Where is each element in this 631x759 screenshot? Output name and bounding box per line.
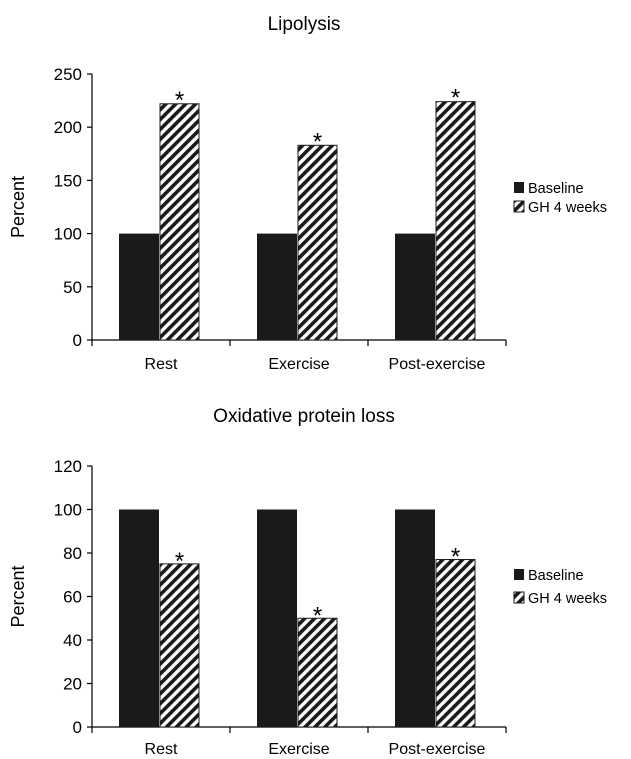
significance-star: * (313, 128, 322, 155)
legend-swatch-gh (513, 200, 525, 213)
legend-label-gh: GH 4 weeks (528, 200, 607, 216)
x-category-label: Exercise (268, 356, 329, 373)
bar-gh-post-exercise (435, 559, 476, 728)
y-tick-label: 150 (54, 171, 82, 190)
y-tick-label: 100 (54, 501, 82, 520)
legend-swatch-gh (513, 591, 525, 604)
bar-baseline-post-exercise (395, 509, 435, 727)
y-tick-label: 250 (54, 65, 82, 84)
significance-star: * (175, 548, 184, 575)
y-tick-label: 0 (73, 331, 82, 350)
legend-label-baseline: Baseline (528, 568, 584, 584)
legend-swatch-baseline (514, 569, 524, 580)
y-tick-label: 0 (73, 718, 82, 737)
legend: Baseline GH 4 weeks (513, 181, 607, 216)
bar-gh-exercise (297, 617, 338, 728)
chart-title: Oxidative protein loss (213, 406, 395, 427)
legend-label-gh: GH 4 weeks (528, 591, 607, 607)
significance-star: * (175, 87, 184, 114)
x-category-label: Exercise (268, 741, 329, 758)
legend: Baseline GH 4 weeks (513, 568, 607, 607)
bar-baseline-post-exercise (395, 233, 435, 340)
bar-gh-rest (159, 103, 200, 341)
y-tick-label: 120 (54, 457, 82, 476)
y-tick-label: 100 (54, 225, 82, 244)
chart-panel-1: Lipolysis Percent 0 50 100 150 200 250 * Rest * Exe… (8, 14, 607, 373)
bar-gh-post-exercise (435, 101, 476, 341)
y-axis-label: Percent (8, 176, 28, 238)
chart-panel-2: Oxidative protein loss Percent 0 20 40 60 80 10… (8, 406, 607, 758)
bar-baseline-exercise (257, 509, 297, 727)
significance-star: * (313, 602, 322, 629)
y-tick-label: 80 (63, 544, 82, 563)
bar-gh-rest (159, 563, 200, 728)
y-axis-label: Percent (8, 565, 28, 627)
bar-gh-exercise (297, 144, 338, 341)
x-category-label: Post-exercise (389, 356, 486, 373)
y-tick-label: 60 (63, 588, 82, 607)
significance-star: * (451, 85, 460, 112)
y-tick-label: 200 (54, 118, 82, 137)
bar-baseline-exercise (257, 233, 297, 340)
x-category-label: Rest (145, 741, 178, 758)
y-tick-label: 40 (63, 631, 82, 650)
x-category-label: Post-exercise (389, 741, 486, 758)
legend-label-baseline: Baseline (528, 181, 584, 197)
y-tick-label: 50 (63, 278, 82, 297)
y-tick-label: 20 (63, 675, 82, 694)
legend-swatch-baseline (514, 182, 524, 193)
bar-baseline-rest (119, 233, 159, 340)
bar-baseline-rest (119, 509, 159, 727)
significance-star: * (451, 544, 460, 571)
x-category-label: Rest (145, 356, 178, 373)
chart-title: Lipolysis (268, 14, 341, 35)
